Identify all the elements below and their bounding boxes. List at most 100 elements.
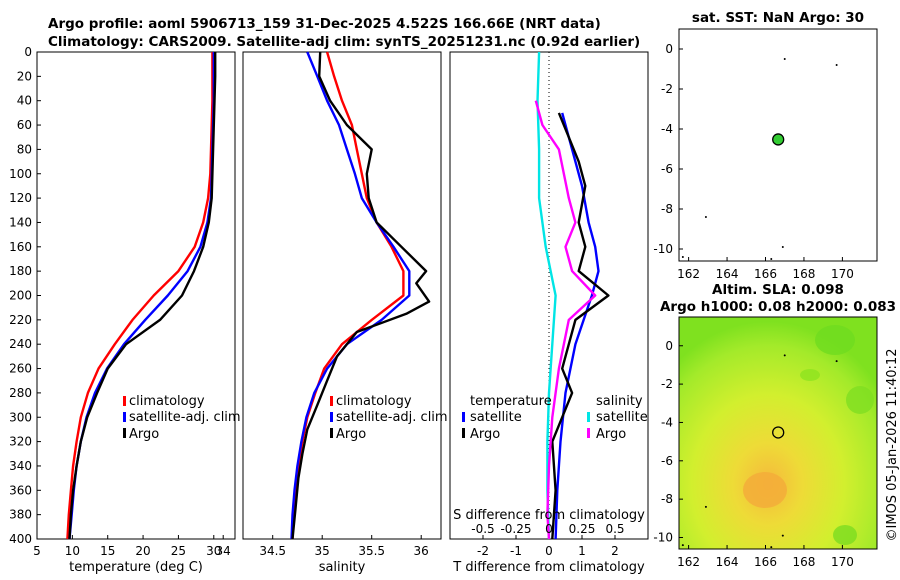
sla-map-title-line-2: Argo h1000: 0.08 h2000: 0.083: [660, 299, 896, 315]
y-tick-label: -2: [661, 82, 673, 96]
x-tick-label: 164: [716, 267, 739, 281]
land-speck: [783, 58, 786, 60]
legend-swatch-satellite: [330, 412, 333, 422]
x-tick-label: 34: [216, 544, 231, 558]
x-tick-label: 168: [792, 267, 815, 281]
y-tick-label: -2: [661, 377, 673, 391]
legend-label-satellite: satellite-adj. clim: [336, 410, 448, 425]
series-line-argo: [68, 52, 217, 540]
legend-swatch-climatology: [123, 396, 126, 406]
top-x-tick-label: 0.5: [605, 522, 624, 536]
y-tick-label: 0: [665, 339, 673, 353]
legend-label-climatology: climatology: [129, 394, 205, 409]
salinity-plot-frame: [242, 51, 442, 540]
y-tick-label: 140: [9, 215, 32, 229]
land-speck: [681, 256, 684, 258]
y-tick-label: 280: [9, 386, 32, 400]
x-tick-label: 168: [792, 555, 815, 569]
land-speck: [770, 258, 773, 260]
land-speck: [781, 246, 784, 248]
y-tick-label: 240: [9, 337, 32, 351]
legend-label-t-satellite: satellite: [470, 410, 522, 425]
y-tick-label: -4: [661, 122, 673, 136]
land-speck: [783, 354, 786, 357]
y-tick-label: 400: [9, 532, 32, 546]
land-speck: [835, 64, 838, 66]
y-tick-label: 100: [9, 167, 32, 181]
x-tick-label: 166: [754, 555, 777, 569]
sst-map: 162 164 166 168 170 0 -2 -4 -6 -8 -10: [653, 42, 853, 281]
land-speck: [781, 534, 784, 537]
sla-patch: [743, 472, 787, 508]
argo-location-marker: [772, 133, 785, 146]
sla-patch: [800, 369, 820, 381]
sla-heatmap-field: [678, 316, 878, 550]
salinity-legend: climatology satellite-adj. clim Argo: [330, 394, 448, 442]
legend-swatch-satellite: [123, 412, 126, 422]
salinity-plot: 34 34.5 35 35.5 36: [216, 51, 431, 558]
x-tick-label: 15: [100, 544, 115, 558]
legend-title-temperature: temperature: [470, 394, 552, 409]
top-x-tick-label: -0.25: [500, 522, 531, 536]
series-line-satellite-adj-clim: [68, 52, 216, 540]
y-tick-label: -10: [653, 242, 673, 256]
land-speck: [770, 546, 773, 549]
y-tick-label: 340: [9, 459, 32, 473]
series-line-climatology: [66, 52, 214, 540]
x-tick-label: 20: [135, 544, 150, 558]
series-line-s-satellite: [536, 51, 557, 540]
y-tick-label: 180: [9, 264, 32, 278]
land-speck: [704, 505, 707, 508]
x-tick-label: 162: [677, 267, 700, 281]
x-tick-label: 0: [545, 544, 553, 558]
y-tick-label: 160: [9, 240, 32, 254]
legend-label-s-argo: Argo: [596, 427, 626, 442]
argo-location-marker: [772, 426, 785, 439]
sst-map-title: sat. SST: NaN Argo: 30: [692, 10, 864, 26]
y-tick-label: 0: [665, 42, 673, 56]
x-tick-label: 36: [414, 544, 429, 558]
difference-top-xlabel: S difference from climatology: [453, 508, 645, 523]
legend-label-satellite: satellite-adj. clim: [129, 410, 241, 425]
y-tick-label: -8: [661, 492, 673, 506]
sla-patch: [815, 325, 855, 355]
difference-xlabel: T difference from climatology: [452, 560, 645, 575]
temperature-plot: 0 20 40 60 80 100 120 140 160 180 200 220 240 260 280 3…: [9, 45, 221, 558]
land-speck: [704, 216, 707, 218]
y-tick-label: -6: [661, 162, 673, 176]
x-tick-label: 170: [831, 267, 854, 281]
sla-map-title-line-1: Altim. SLA: 0.098: [712, 282, 844, 298]
x-tick-label: -1: [510, 544, 522, 558]
x-tick-label: -2: [477, 544, 489, 558]
y-tick-label: 320: [9, 435, 32, 449]
x-tick-label: 5: [33, 544, 41, 558]
y-tick-label: 300: [9, 410, 32, 424]
x-tick-label: 2: [611, 544, 619, 558]
sla-heatmap-patches: [743, 325, 874, 545]
x-tick-label: 164: [716, 555, 739, 569]
x-tick-label: 25: [171, 544, 186, 558]
top-x-tick-label: 0: [545, 522, 553, 536]
x-tick-label: 34.5: [259, 544, 286, 558]
legend-swatch-argo: [330, 428, 333, 438]
figure-title-line-1: Argo profile: aoml 5906713_159 31-Dec-20…: [48, 16, 601, 32]
series-line-t-satellite: [554, 112, 600, 540]
y-tick-label: 0: [24, 45, 32, 59]
x-tick-label: 162: [677, 555, 700, 569]
legend-label-argo: Argo: [129, 427, 159, 442]
sla-patch: [833, 525, 857, 545]
temperature-legend: climatology satellite-adj. clim Argo: [123, 394, 241, 442]
series-line-t-argo: [551, 112, 610, 540]
y-tick-label: 60: [17, 118, 32, 132]
series-line-argo: [291, 51, 431, 540]
imos-timestamp: ©IMOS 05-Jan-2026 11:40:12: [885, 349, 900, 542]
y-tick-label: -4: [661, 415, 673, 429]
x-tick-label: 10: [65, 544, 80, 558]
legend-swatch-t-satellite: [462, 412, 465, 422]
land-speck: [681, 544, 684, 547]
salinity-xlabel: salinity: [319, 560, 366, 575]
y-tick-label: 120: [9, 191, 32, 205]
legend-label-t-argo: Argo: [470, 427, 500, 442]
y-tick-label: 380: [9, 508, 32, 522]
x-tick-label: 35: [315, 544, 330, 558]
